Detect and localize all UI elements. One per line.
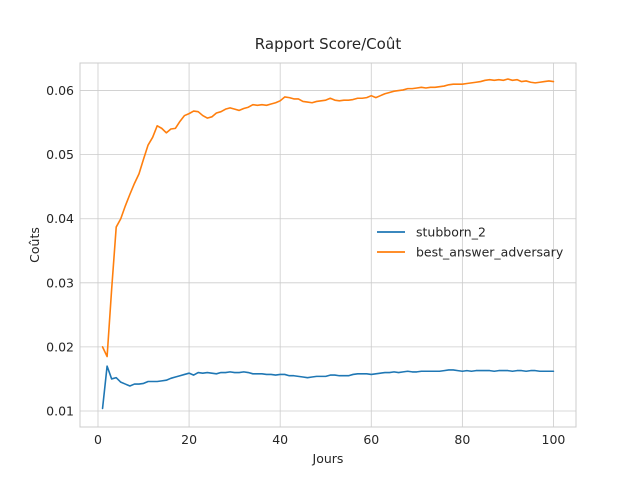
x-tick-label: 20 [181,432,197,447]
y-tick-label: 0.03 [46,275,74,290]
legend-label: stubborn_2 [416,225,486,240]
legend: stubborn_2 best_answer_adversary [377,225,564,260]
y-tick-label: 0.02 [46,339,74,354]
x-tick-label: 100 [542,432,566,447]
series-lines [101,78,555,410]
chart-title: Rapport Score/Coût [255,35,402,53]
plot-area [80,63,576,427]
grid [79,62,577,428]
y-axis-title: Coûts [27,227,42,263]
x-tick-label: 40 [272,432,288,447]
x-tick-label: 60 [363,432,379,447]
legend-label: best_answer_adversary [416,245,564,260]
y-tick-label: 0.01 [46,403,74,418]
series-line-best_answer_adversary [101,78,555,358]
series-line-stubborn_2 [101,365,555,410]
y-tick-label: 0.05 [46,147,74,162]
plot-frame [79,62,577,428]
x-tick-label: 80 [454,432,470,447]
x-tick-label: 0 [94,432,102,447]
y-tick-label: 0.04 [46,211,74,226]
tick-labels: 0 20 40 60 80 100 0.01 0.02 0.03 0.04 0.05 0.06 [46,83,565,447]
x-axis-title: Jours [312,451,344,466]
y-tick-label: 0.06 [46,83,74,98]
